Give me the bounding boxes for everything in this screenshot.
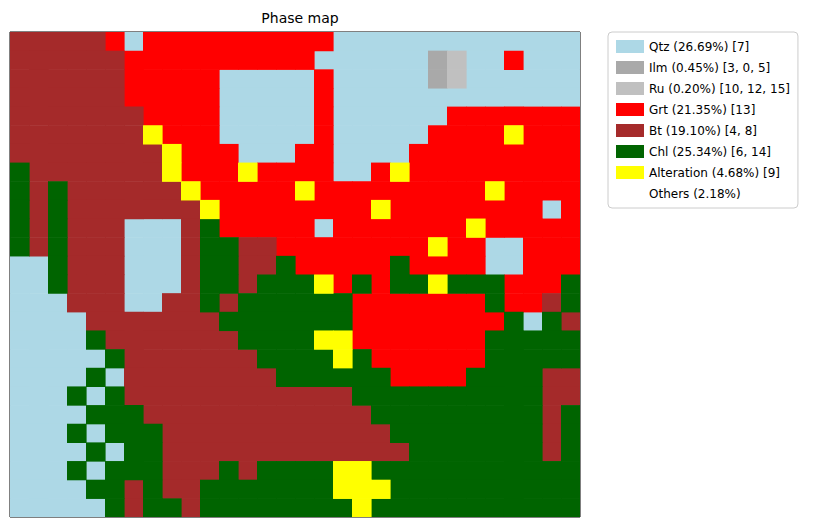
svg-text:Qtz (26.69%) [7]: Qtz (26.69%) [7] [649, 40, 749, 54]
svg-text:Others (2.18%): Others (2.18%) [649, 187, 741, 201]
svg-text:Phase map: Phase map [261, 10, 338, 26]
svg-text:Chl (25.34%) [6, 14]: Chl (25.34%) [6, 14] [649, 145, 771, 159]
svg-text:Ilm (0.45%) [3, 0, 5]: Ilm (0.45%) [3, 0, 5] [649, 61, 770, 75]
svg-text:Grt (21.35%) [13]: Grt (21.35%) [13] [649, 103, 755, 117]
svg-text:Ru (0.20%) [10, 12, 15]: Ru (0.20%) [10, 12, 15] [649, 82, 790, 96]
svg-text:Alteration (4.68%) [9]: Alteration (4.68%) [9] [649, 166, 780, 180]
svg-text:Bt (19.10%) [4, 8]: Bt (19.10%) [4, 8] [649, 124, 757, 138]
